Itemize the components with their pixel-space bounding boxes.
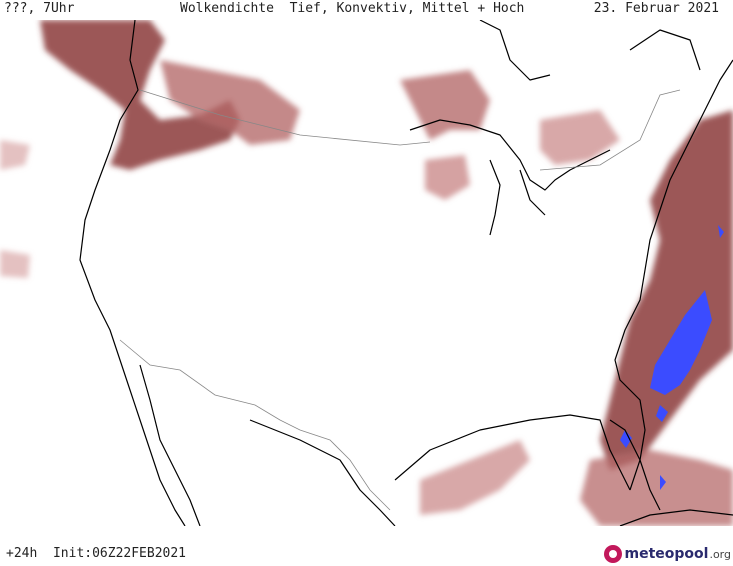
cloud-cover-layer [0, 20, 733, 526]
logo-circle-icon [603, 545, 622, 563]
border-canada-usa [139, 89, 681, 171]
model-run-info: +24h Init:06Z22FEB2021 [6, 546, 187, 561]
header-bar: ???, 7Uhr Wolkendichte Tief, Konvektiv, … [0, 0, 733, 20]
cloud-area-pacific [0, 140, 30, 170]
coastlines [79, 20, 733, 526]
meteopool-logo[interactable]: meteopool .org [603, 543, 731, 565]
cloud-area-midwest [425, 155, 470, 200]
cloud-area-great-lakes [400, 70, 490, 140]
precip-cell [718, 225, 724, 238]
valid-date: 23. Februar 2021 [593, 1, 719, 16]
coast-east [614, 59, 733, 491]
map-title: Wolkendichte Tief, Konvektiv, Mittel + H… [180, 1, 525, 16]
coast-baja-gulf [139, 364, 201, 526]
valid-day-time: ???, 7Uhr [4, 1, 75, 16]
precip-cell-2 [656, 405, 668, 422]
border-usa-mexico [119, 339, 391, 511]
precipitation-layer [620, 225, 724, 490]
precip-cell-4 [660, 475, 666, 490]
logo-brand: meteopool [624, 546, 709, 562]
precip-cell-3 [620, 430, 632, 448]
coast-cuba [619, 509, 733, 526]
cloud-area-northwest [40, 20, 240, 170]
national-borders [119, 89, 681, 511]
cloud-area-northeast [540, 110, 620, 165]
logo-tld: .org [709, 547, 731, 561]
cloud-area-atlantic [600, 110, 733, 470]
coast-gulf-mexico [249, 414, 631, 526]
cloud-area-gulf [420, 440, 530, 515]
cloud-area-caribbean [580, 450, 733, 526]
coast-florida [609, 419, 661, 511]
cloud-area-pacific-2 [0, 250, 30, 278]
cloud-area-northwest-light [160, 60, 300, 145]
coast-hudson [479, 20, 701, 81]
precip-area-southeast [650, 290, 712, 395]
cloud-density-map [0, 20, 733, 526]
coast-west [79, 20, 186, 526]
footer-bar: +24h Init:06Z22FEB2021 meteopool .org [0, 540, 733, 566]
